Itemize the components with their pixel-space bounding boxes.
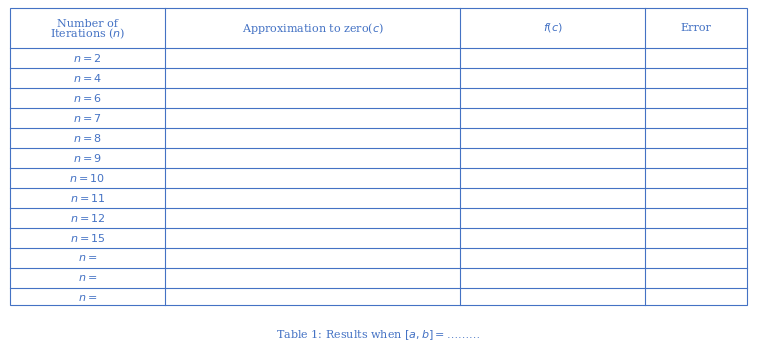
Text: $f(c)$: $f(c)$: [543, 21, 562, 35]
Text: Approximation to zero($c$): Approximation to zero($c$): [241, 20, 384, 35]
Text: $n = 10$: $n = 10$: [70, 172, 105, 184]
Text: $n = 11$: $n = 11$: [70, 192, 105, 204]
Text: $n =$: $n =$: [78, 293, 97, 303]
Text: $n =$: $n =$: [78, 253, 97, 263]
Text: $n = 15$: $n = 15$: [70, 232, 105, 244]
Text: Table 1: Results when $[a, b] = \ldots\ldots\ldots$: Table 1: Results when $[a, b] = \ldots\l…: [276, 328, 481, 342]
Text: $n = 7$: $n = 7$: [73, 112, 102, 124]
Text: $n = 8$: $n = 8$: [73, 132, 102, 144]
Text: $n = 12$: $n = 12$: [70, 212, 105, 224]
Bar: [10, 8, 747, 305]
Text: $n =$: $n =$: [78, 273, 97, 283]
Text: Iterations ($n$): Iterations ($n$): [50, 27, 125, 41]
Text: Number of: Number of: [57, 19, 118, 29]
Text: $n = 9$: $n = 9$: [73, 152, 102, 164]
Text: $n = 4$: $n = 4$: [73, 72, 102, 84]
Text: $n = 6$: $n = 6$: [73, 92, 102, 104]
Text: $n = 2$: $n = 2$: [73, 52, 102, 64]
Text: Error: Error: [681, 23, 712, 33]
